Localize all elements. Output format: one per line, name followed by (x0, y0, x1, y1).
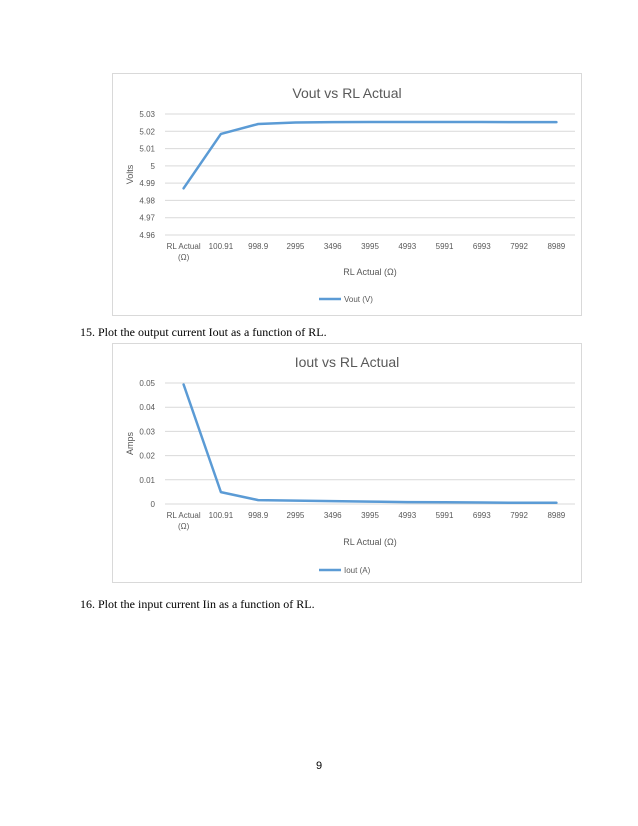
chart1-x-tick-label: 6993 (473, 242, 491, 251)
chart2-x-tick-label: 3995 (361, 511, 379, 520)
chart2-x-tick-label: 3496 (324, 511, 342, 520)
chart1-y-tick-label: 5 (151, 162, 156, 171)
question-16: 16. Plot the input current Iin as a func… (80, 597, 315, 611)
chart2-y-tick-label: 0.01 (139, 476, 155, 485)
chart2-x-tick-label: 6993 (473, 511, 491, 520)
vout-chart: Vout vs RL Actual 4.96 4.97 4.98 4.99 5 5.01 5.… (112, 73, 582, 316)
chart2-series-line (182, 383, 558, 505)
chart2-x-tick-label: 7992 (510, 511, 528, 520)
chart1-y-tick-label: 4.96 (139, 231, 155, 240)
chart2-x-tick-label: 5991 (436, 511, 454, 520)
chart1-legend-label: Vout (V) (344, 295, 373, 304)
chart1-x-tick-label: 8989 (547, 242, 565, 251)
chart2-y-tick-label: 0 (151, 500, 156, 509)
chart1-title: Vout vs RL Actual (292, 85, 401, 101)
chart1-x-tick-label: 2995 (287, 242, 305, 251)
chart1-x-tick-label: 998.9 (248, 242, 269, 251)
chart2-x-tick-label: 8989 (547, 511, 565, 520)
chart1-x-tick-label: 3995 (361, 242, 379, 251)
chart1-x-tick-label: 4993 (398, 242, 416, 251)
chart1-x-tick-label: 100.91 (209, 242, 234, 251)
chart2-y-axis-label: Amps (125, 432, 135, 456)
chart2-y-tick-label: 0.03 (139, 427, 155, 436)
question-15: 15. Plot the output current Iout as a fu… (80, 325, 327, 339)
chart2-x-tick-label: 998.9 (248, 511, 269, 520)
chart2-legend-label: Iout (A) (344, 566, 371, 575)
chart1-y-tick-label: 4.99 (139, 179, 155, 188)
chart1-y-axis-label: Volts (125, 164, 135, 184)
chart1-y-tick-label: 5.01 (139, 145, 155, 154)
chart1-y-tick-label: 4.97 (139, 214, 155, 223)
chart2-y-tick-label: 0.02 (139, 452, 155, 461)
iout-chart-svg: Iout vs RL Actual 0 0.01 0.02 0.03 0.04 0.05 Am… (125, 354, 575, 575)
chart2-x-tick-label: RL Actual (Ω) (167, 511, 201, 531)
page-number: 9 (315, 760, 323, 772)
chart1-y-tick-label: 4.98 (139, 196, 155, 205)
iout-chart: Iout vs RL Actual 0 0.01 0.02 0.03 0.04 0.05 Am… (112, 343, 582, 583)
chart1-series-line (182, 120, 558, 190)
chart2-x-tick-label: 4993 (398, 511, 416, 520)
chart1-y-tick-label: 5.02 (139, 127, 155, 136)
chart2-title: Iout vs RL Actual (295, 354, 400, 370)
chart2-x-tick-label: 100.91 (209, 511, 234, 520)
chart1-x-tick-label: 5991 (436, 242, 454, 251)
chart1-x-tick-label: RL Actual (Ω) (167, 242, 201, 262)
chart2-x-tick-label: 2995 (287, 511, 305, 520)
chart2-x-axis-label: RL Actual (Ω) (343, 537, 396, 547)
chart1-x-tick-label: 3496 (324, 242, 342, 251)
vout-chart-svg: Vout vs RL Actual 4.96 4.97 4.98 4.99 5 5.01 5.… (125, 85, 575, 304)
chart1-x-tick-label: 7992 (510, 242, 528, 251)
chart1-x-axis-label: RL Actual (Ω) (343, 267, 396, 277)
chart1-y-tick-label: 5.03 (139, 110, 155, 119)
chart2-y-tick-label: 0.04 (139, 403, 155, 412)
chart2-y-tick-label: 0.05 (139, 379, 155, 388)
